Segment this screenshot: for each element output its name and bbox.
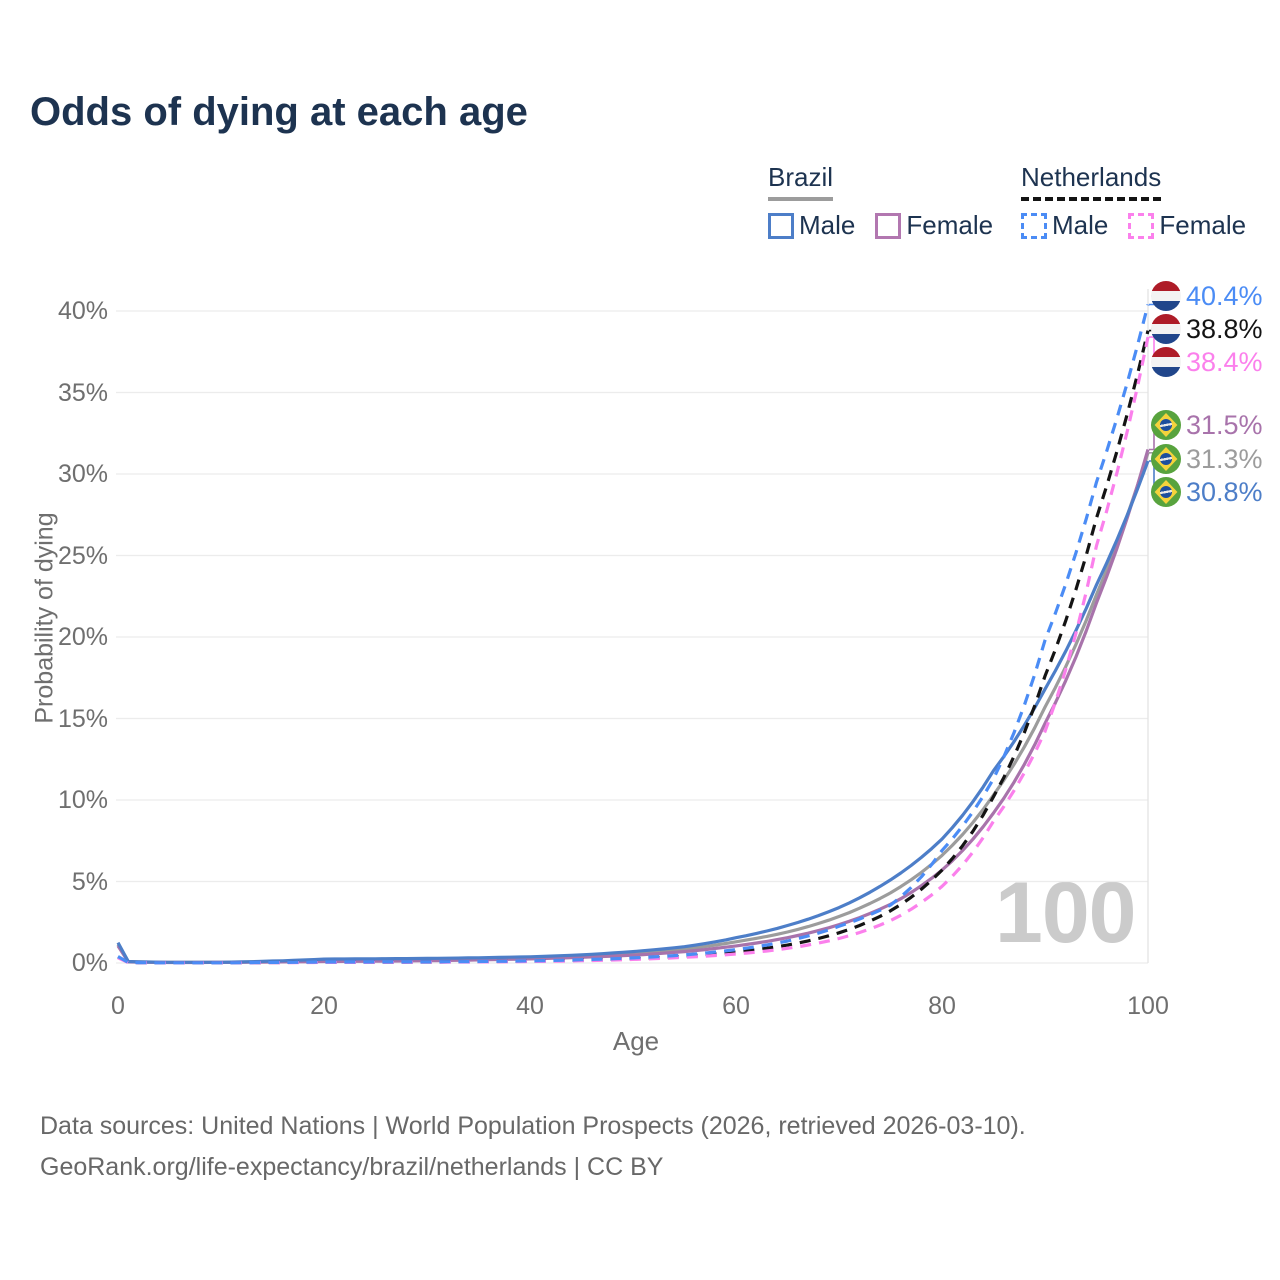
legend-item-brazil-female[interactable]: Female [875, 210, 993, 241]
page-title: Odds of dying at each age [30, 90, 528, 134]
netherlands-flag-icon [1151, 314, 1181, 344]
end-value-label: 30.8% [1186, 476, 1263, 507]
data-sources-line: Data sources: United Nations | World Pop… [40, 1112, 1026, 1140]
end-value-label: 31.3% [1186, 443, 1263, 474]
x-tick-label: 80 [928, 992, 956, 1020]
y-tick-label: 35% [57, 378, 108, 407]
x-tick-label: 0 [111, 992, 125, 1020]
x-tick-label: 20 [310, 992, 338, 1020]
series-end-label: 31.5% [1151, 409, 1263, 441]
legend-label: Male [799, 210, 856, 240]
series-line-netherlands-male [117, 304, 1150, 965]
series-line-brazil-total [116, 452, 1150, 964]
series-line-netherlands-total [117, 330, 1150, 965]
x-axis-title: Age [612, 1026, 660, 1056]
legend-label: Female [1159, 210, 1247, 240]
series-line-brazil-female [116, 449, 1150, 965]
series-end-label: 30.8% [1151, 476, 1263, 508]
y-tick-label: 0% [71, 949, 108, 977]
y-tick-label: 10% [57, 786, 108, 814]
legend-item-brazil-male[interactable]: Male [768, 210, 855, 241]
series-end-label: 40.4% [1151, 280, 1263, 312]
brazil-flag-icon [1151, 410, 1181, 440]
netherlands-female-swatch-icon [1128, 212, 1155, 239]
y-tick-label: 20% [57, 623, 108, 651]
series-line-netherlands-female [117, 336, 1150, 965]
end-value-label: 40.4% [1186, 280, 1263, 311]
y-tick-label: 5% [71, 867, 108, 896]
netherlands-male-swatch-icon [1021, 212, 1047, 239]
x-tick-label: 40 [516, 992, 544, 1020]
legend-label: Female [906, 210, 994, 240]
legend-netherlands-header: Netherlands [1021, 162, 1162, 201]
end-value-label: 38.4% [1186, 346, 1263, 377]
netherlands-flag-icon [1151, 347, 1181, 377]
brazil-flag-icon [1151, 477, 1181, 507]
y-tick-label: 30% [57, 460, 108, 488]
attribution-line: GeoRank.org/life-expectancy/brazil/nethe… [40, 1153, 664, 1181]
series-end-label: 38.8% [1151, 313, 1263, 345]
end-value-label: 31.5% [1186, 409, 1263, 440]
brazil-female-swatch-icon [875, 212, 902, 239]
x-tick-label: 60 [722, 992, 750, 1020]
y-tick-label: 25% [57, 541, 108, 570]
legend-brazil-header: Brazil [768, 162, 834, 201]
y-axis-title: Probability of dying [30, 512, 59, 724]
legend-label: Male [1052, 210, 1109, 240]
y-tick-label: 40% [57, 297, 108, 325]
series-end-label: 31.3% [1151, 443, 1263, 475]
legend-item-netherlands-female[interactable]: Female [1128, 210, 1246, 241]
series-line-brazil-male [116, 460, 1150, 964]
brazil-flag-icon [1151, 444, 1181, 474]
legend-group-brazil: Brazil Male Female [768, 162, 993, 241]
end-value-label: 38.8% [1186, 313, 1263, 344]
x-tick-label: 100 [1127, 992, 1169, 1020]
series-end-label: 38.4% [1151, 346, 1263, 378]
legend-group-netherlands: Netherlands Male Female [1021, 162, 1246, 241]
brazil-male-swatch-icon [768, 212, 794, 239]
legend-item-netherlands-male[interactable]: Male [1021, 210, 1108, 241]
netherlands-flag-icon [1151, 281, 1181, 311]
footer: Data sources: United Nations | World Pop… [40, 1106, 1026, 1188]
y-tick-label: 15% [57, 704, 108, 733]
